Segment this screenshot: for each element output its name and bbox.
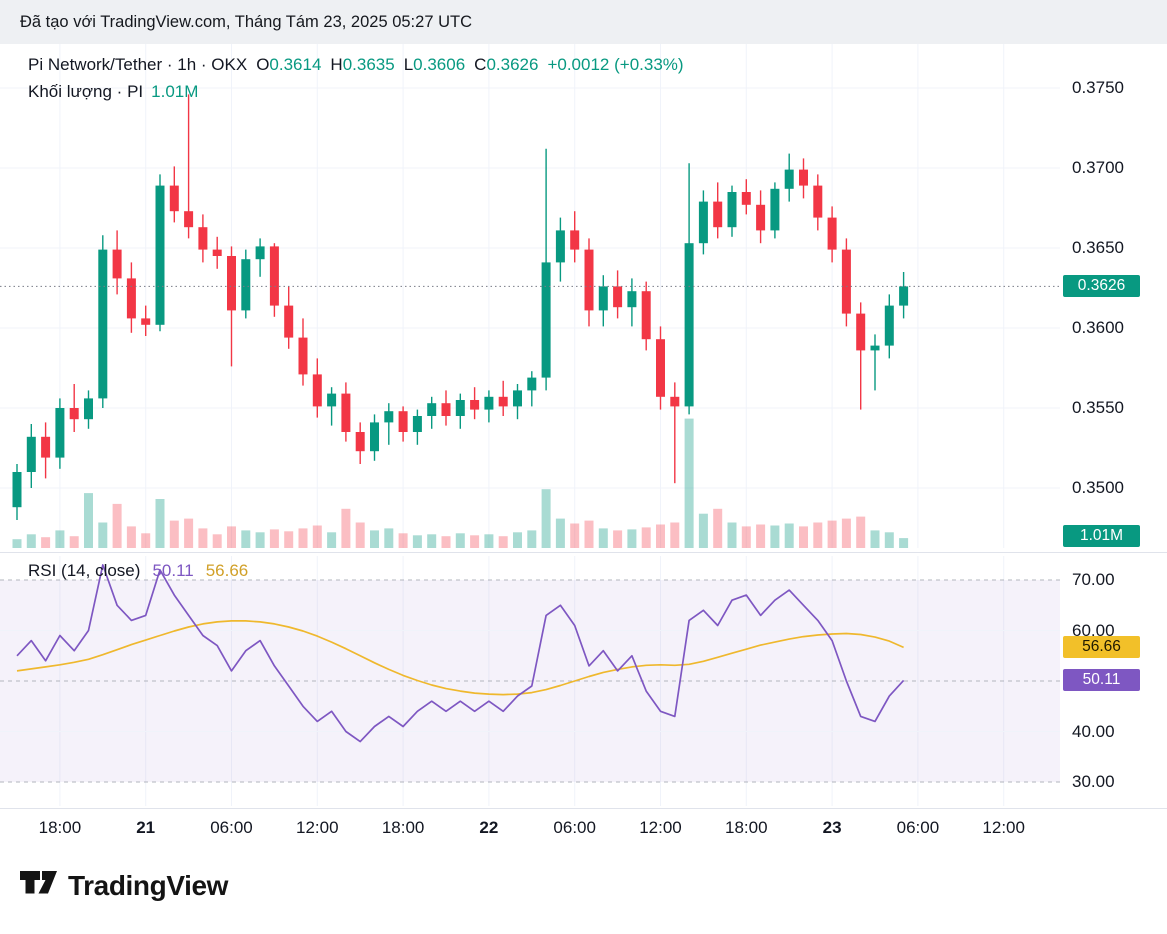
rsi-main-badge: 50.11	[1063, 669, 1140, 692]
volume-legend-row: Khối lượng · PI 1.01M	[28, 78, 684, 105]
pane-separator	[0, 552, 1167, 553]
time-axis-label: 12:00	[982, 818, 1025, 837]
time-axis-label: 18:00	[381, 818, 425, 837]
volume-bars-group	[12, 418, 909, 548]
close-value: 0.3626	[486, 55, 539, 74]
attribution-bar: Đã tạo với TradingView.com, Tháng Tám 23…	[0, 0, 1167, 44]
time-axis-label: 12:00	[296, 818, 339, 837]
rsi-axis-label: 60.00	[1072, 620, 1115, 640]
price-axis-label: 0.3600	[1072, 318, 1124, 337]
price-axis-label: 0.3550	[1072, 398, 1124, 417]
attribution-text: Đã tạo với TradingView.com, Tháng Tám 23…	[20, 12, 472, 31]
price-axis-label: 0.3650	[1072, 238, 1124, 257]
time-axis-label: 22	[479, 818, 499, 837]
rsi-ma-value: 56.66	[205, 561, 249, 580]
low-label: L	[403, 55, 414, 74]
symbol-title: Pi Network/Tether · 1h · OKX	[28, 55, 248, 74]
price-gridlines	[0, 87, 1060, 489]
tradingview-brand-text: TradingView	[68, 870, 229, 901]
price-axis-label: 0.3750	[1072, 78, 1124, 97]
time-axis-label: 23	[822, 818, 842, 837]
rsi-axis-label: 40.00	[1072, 721, 1115, 741]
high-value: 0.3635	[342, 55, 395, 74]
rsi-axis-label: 30.00	[1072, 772, 1115, 791]
rsi-ma-badge: 56.66	[1063, 636, 1140, 659]
time-axis-label: 18:00	[38, 818, 82, 837]
tradingview-logo: TradingView	[20, 864, 228, 908]
time-axis: 18:00 21 06:00 12:00 18:00 22 06:00 12:00 18:00 2…	[0, 808, 1167, 847]
close-label: C	[474, 55, 487, 74]
change-value: +0.0012 (+0.33%)	[547, 55, 684, 74]
time-axis-label: 06:00	[210, 818, 253, 837]
rsi-axis-label: 70.00	[1072, 570, 1115, 589]
volume-title: Khối lượng · PI	[28, 82, 144, 101]
symbol-legend-row: Pi Network/Tether · 1h · OKX O0.3614 H0.36…	[28, 51, 684, 78]
open-label: O	[256, 55, 270, 74]
time-axis-label: 21	[136, 818, 156, 837]
price-axis-label: 0.3500	[1072, 478, 1124, 497]
volume-value: 1.01M	[151, 82, 199, 101]
rsi-lines-group	[16, 564, 905, 743]
symbol-legend: Pi Network/Tether · 1h · OKX O0.3614 H0.36…	[28, 51, 684, 105]
time-axis-label: 18:00	[725, 818, 768, 837]
time-axis-label: 06:00	[553, 818, 596, 837]
rsi-legend: RSI (14, close) 50.11 56.66	[28, 561, 248, 581]
volume-badge: 1.01M	[1063, 525, 1140, 547]
tradingview-logo-icon	[20, 871, 57, 894]
rsi-main-line	[16, 564, 905, 743]
time-axis-label: 12:00	[639, 818, 682, 837]
rsi-ma-line	[16, 620, 904, 696]
low-value: 0.3606	[413, 55, 466, 74]
rsi-title: RSI (14, close)	[28, 561, 141, 580]
candles-group	[12, 94, 909, 520]
rsi-main-value: 50.11	[152, 561, 194, 580]
high-label: H	[330, 55, 343, 74]
time-axis-label: 06:00	[896, 818, 940, 837]
last-price-badge: 0.3626	[1063, 275, 1140, 298]
open-value: 0.3614	[269, 55, 322, 74]
price-axis-label: 0.3700	[1072, 158, 1124, 177]
